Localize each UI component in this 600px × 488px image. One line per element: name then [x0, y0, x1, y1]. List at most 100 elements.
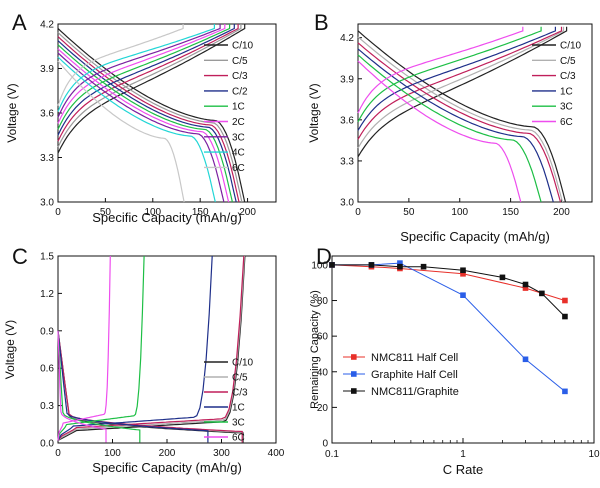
data-point-nmc811-half-cell: [562, 297, 568, 304]
x-tick-label: 1: [460, 449, 466, 460]
x-tick-label: 300: [213, 448, 230, 459]
series-3c-lithiation: [57, 330, 141, 443]
legend-label-3c: 3C: [560, 102, 573, 113]
y-tick-label: 3.6: [40, 109, 54, 120]
data-point-graphite-half-cell: [460, 292, 466, 298]
series-3c-discharge: [357, 54, 542, 203]
series-line-nmc811-half-cell: [331, 264, 566, 301]
data-point-nmc811-half-cell: [460, 271, 466, 277]
data-point-nmc811-graphite: [522, 281, 529, 288]
series-c-2-charge: [57, 24, 235, 136]
legend-label-3c: 3C: [232, 418, 245, 429]
y-tick-label: 60: [317, 332, 329, 343]
x-tick-label: 50: [403, 207, 415, 218]
x-tick-label: 150: [502, 207, 519, 218]
series-1c-discharge: [357, 48, 554, 203]
legend-marker-graphite-half-cell: [351, 371, 357, 377]
legend-label-1c: 1C: [232, 403, 245, 414]
series-c-2-discharge: [57, 40, 237, 203]
legend-label-6c: 6C: [232, 163, 245, 174]
series-c-5-discharge: [357, 36, 564, 203]
panel-b: 0 50 100 150 200 3.0 3.3 3.6 3.9 4.2 B Specific Cap…: [307, 10, 593, 244]
series-3c-discharge: [57, 52, 225, 203]
legend-label-c-10: C/10: [232, 41, 254, 52]
series-6c-charge: [57, 24, 184, 106]
legend-label-1c: 1C: [232, 102, 245, 113]
y-tick-label: 4.2: [340, 33, 354, 44]
legend-label-c-3: C/3: [232, 388, 248, 399]
series-3c-charge: [57, 24, 221, 118]
panel-c: 0 100 200 300 400 0.0 0.3 0.6 0.9 1.2 1.5 C Specific…: [3, 244, 285, 475]
series-4c-discharge: [57, 56, 216, 203]
data-point-nmc811-half-cell: [522, 285, 529, 291]
x-tick-label: 10: [588, 449, 600, 460]
y-tick-label: 80: [317, 296, 329, 307]
y-tick-label: 1.2: [40, 289, 54, 300]
panel-a: 0 50 100 150 200 3.0 3.3 3.6 3.9 4.2 A Specific Cap…: [5, 10, 277, 225]
y-tick-label: 40: [317, 367, 329, 378]
series-c-10-discharge: [57, 28, 246, 203]
series-1c-charge: [357, 26, 556, 131]
data-point-nmc811-graphite: [460, 267, 466, 274]
series-c-5-delithiation: [57, 255, 245, 441]
series-1c-delithiation: [57, 255, 213, 441]
series-4c-charge: [57, 24, 215, 112]
x-tick-label: 200: [239, 207, 256, 218]
legend-label-6c: 6C: [232, 433, 245, 444]
legend-label-4c: 4C: [232, 148, 245, 159]
x-tick-label: 100: [144, 207, 161, 218]
series-6c-discharge: [357, 60, 522, 203]
series-6c-charge: [357, 26, 524, 114]
y-axis-label: Voltage (V): [5, 83, 19, 142]
legend-label-c-5: C/5: [232, 373, 248, 384]
legend-label-c-10: C/10: [560, 41, 582, 52]
x-tick-label: 150: [192, 207, 209, 218]
series-1c-discharge: [57, 44, 233, 203]
x-axis-label: Specific Capacity (mAh/g): [92, 210, 242, 225]
data-point-nmc811-graphite: [499, 274, 506, 281]
x-tick-label: 0: [355, 207, 361, 218]
y-tick-label: 3.9: [40, 64, 54, 75]
plot-frame: [331, 255, 595, 444]
x-tick-label: 50: [100, 207, 112, 218]
series-c-10-charge: [57, 24, 246, 154]
legend-label-c-5: C/5: [560, 56, 576, 67]
y-tick-label: 0.3: [40, 401, 54, 412]
legend-label-c-2: C/2: [232, 86, 248, 97]
data-point-nmc811-graphite: [397, 263, 403, 270]
x-tick-label: 200: [553, 207, 570, 218]
legend-label-1c: 1C: [560, 86, 573, 97]
legend-marker-nmc811-graphite: [351, 388, 357, 394]
series-1c-charge: [57, 24, 231, 130]
legend-label-2c: 2C: [232, 117, 245, 128]
y-tick-label: 1.5: [40, 252, 54, 263]
series-c-10-charge: [357, 26, 568, 158]
series-6c-lithiation: [57, 330, 107, 443]
legend-label-3c: 3C: [232, 132, 245, 143]
y-tick-label: 3.0: [340, 198, 354, 209]
series-c-3-charge: [357, 26, 563, 140]
data-point-graphite-half-cell: [397, 260, 403, 266]
y-tick-label: 4.2: [40, 20, 54, 31]
y-tick-label: 0.0: [40, 439, 54, 450]
y-tick-label: 0.9: [40, 326, 54, 337]
x-tick-label: 200: [159, 448, 176, 459]
x-axis-label: Specific Capacity (mAh/g): [92, 460, 242, 475]
y-tick-label: 100: [311, 260, 328, 271]
data-point-nmc811-graphite: [368, 262, 375, 268]
data-point-nmc811-graphite: [329, 262, 335, 268]
panel-letter: D: [316, 244, 332, 269]
series-6c-delithiation: [57, 255, 111, 441]
y-tick-label: 3.6: [340, 115, 354, 126]
data-point-nmc811-graphite: [420, 263, 427, 270]
series-2c-charge: [57, 24, 226, 124]
legend-label-nmc811-half-cell: NMC811 Half Cell: [371, 352, 458, 364]
series-c-10-discharge: [357, 30, 567, 203]
series-c-3-discharge: [357, 42, 562, 203]
series-c-3-delithiation: [57, 255, 245, 441]
legend-label-6c: 6C: [560, 117, 573, 128]
legend-marker-nmc811-half-cell: [351, 354, 357, 360]
y-tick-label: 0.6: [40, 364, 54, 375]
